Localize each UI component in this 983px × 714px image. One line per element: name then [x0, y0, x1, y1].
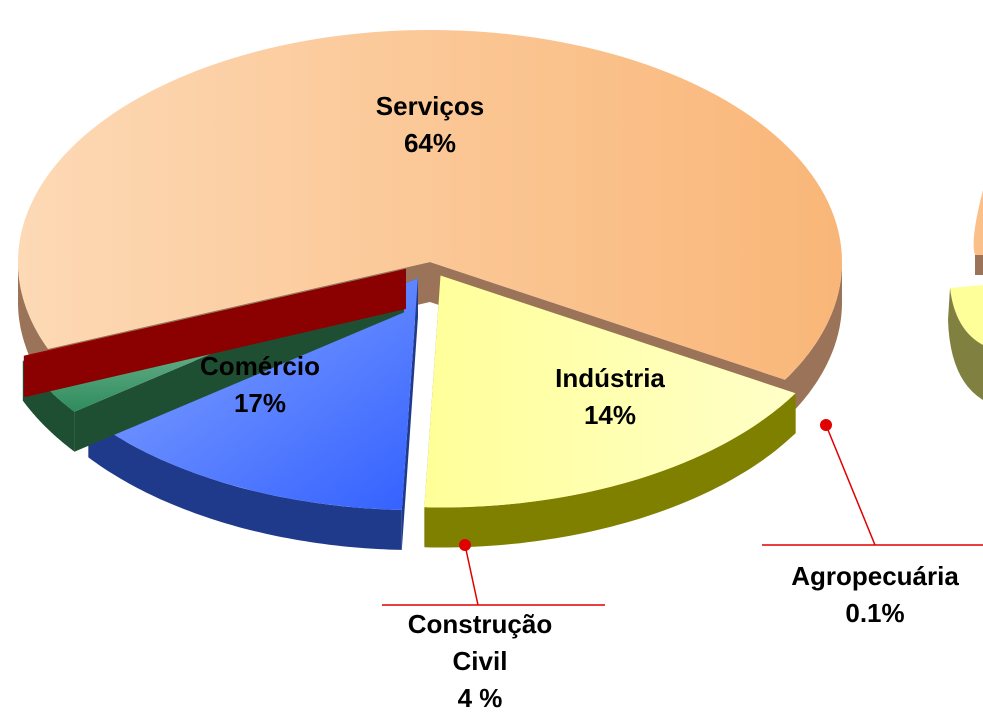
slice-label: Serviços	[375, 91, 485, 121]
value-label: 0.1%	[845, 598, 905, 628]
leader-line	[825, 424, 876, 546]
slice-side	[23, 355, 25, 398]
partial-second-pie	[948, 190, 983, 400]
slice	[23, 268, 406, 358]
slice-side	[401, 278, 418, 550]
slice-side	[88, 417, 402, 550]
slice-label: Agropecuária	[791, 561, 959, 591]
slice-side	[424, 393, 796, 548]
value-label: 4 %	[457, 683, 503, 713]
slice-side	[23, 268, 406, 396]
value-label: 17%	[233, 388, 287, 418]
value-label: 64%	[403, 128, 457, 158]
leader-dot	[459, 539, 471, 551]
slice-label: Indústria	[555, 363, 665, 393]
value-label: 14%	[583, 400, 637, 430]
slice-label: Comércio	[200, 351, 320, 381]
slice-side	[785, 262, 842, 420]
leader-dot	[820, 419, 832, 431]
slice	[424, 275, 796, 508]
leader-line	[464, 544, 479, 606]
slice-label: Construção Civil	[407, 609, 553, 676]
slice	[17, 29, 842, 380]
